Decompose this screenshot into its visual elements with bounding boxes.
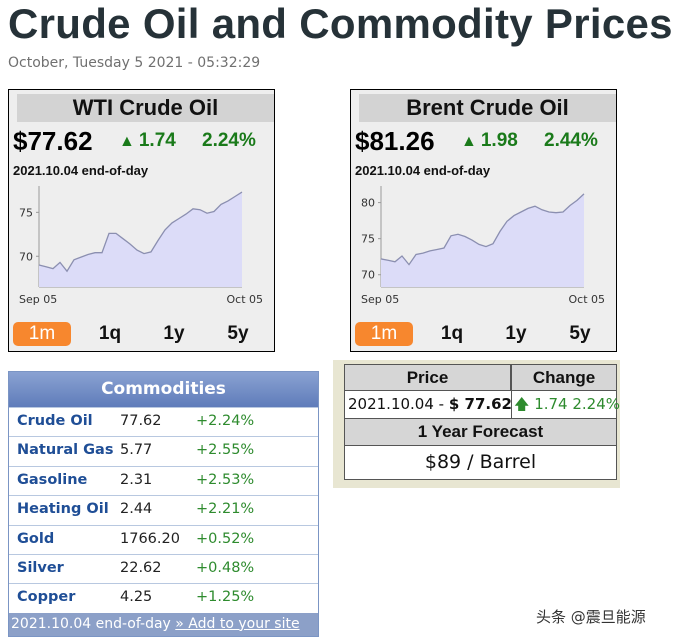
forecast-change-value: 1.74 2.24%	[534, 395, 621, 413]
commodity-value: 5.77	[120, 442, 153, 459]
wti-price-line	[38, 191, 243, 273]
forecast-date: 2021.10.04 -	[348, 395, 449, 413]
table-row: Natural Gas 5.77 +2.55%	[9, 436, 318, 465]
table-row: Heating Oil 2.44 +2.21%	[9, 495, 318, 524]
commodity-change: +2.21%	[196, 501, 255, 518]
wti-change-pct: 2.24%	[202, 130, 256, 151]
forecast-header: 1 Year Forecast	[344, 419, 617, 446]
up-triangle-icon: ▲	[461, 133, 477, 150]
commodity-link-heating-oil[interactable]: Heating Oil	[17, 501, 109, 518]
footer-date: 2021.10.04 end-of-day	[11, 615, 171, 632]
forecast-price-value: $ 77.62	[448, 395, 512, 413]
forecast-price-row: 2021.10.04 - $ 77.62 🡅 1.74 2.24%	[344, 391, 620, 419]
commodity-link-gasoline[interactable]: Gasoline	[17, 471, 88, 488]
up-triangle-icon: ▲	[119, 133, 135, 150]
brent-range-1y[interactable]: 1y	[505, 323, 527, 344]
table-row: Gold 1766.20 +0.52%	[9, 524, 318, 554]
brent-change: ▲ 1.98	[461, 130, 518, 152]
commodity-link-natural-gas[interactable]: Natural Gas	[17, 442, 114, 459]
brent-title: Brent Crude Oil	[359, 94, 616, 122]
commodity-change: +1.25%	[196, 589, 255, 606]
wti-x-end-label: Oct 05	[226, 293, 263, 306]
brent-change-pct: 2.44%	[544, 130, 598, 151]
wti-x-start-label: Sep 05	[19, 293, 57, 306]
wti-widget: WTI Crude Oil $77.62 ▲ 1.74 2.24% 2021.10…	[8, 89, 275, 352]
forecast-price: 2021.10.04 - $ 77.62	[348, 391, 512, 418]
brent-eod: 2021.10.04 end-of-day	[355, 163, 491, 178]
commodity-link-copper[interactable]: Copper	[17, 589, 76, 606]
commodity-change: +0.48%	[196, 559, 255, 576]
add-to-site-link[interactable]: » Add to your site	[175, 615, 300, 632]
wti-y-tick-label: 70	[19, 250, 33, 263]
table-row: Crude Oil 77.62 +2.24%	[9, 407, 318, 436]
forecast-panel: Price Change 2021.10.04 - $ 77.62 🡅 1.74…	[333, 360, 620, 488]
up-arrow-icon: 🡅	[514, 395, 530, 413]
brent-range-selector: 1m 1q 1y 5y	[355, 322, 613, 348]
table-row: Gasoline 2.31 +2.53%	[9, 465, 318, 495]
commodity-change: +2.24%	[196, 413, 255, 429]
commodity-value: 4.25	[120, 589, 153, 606]
brent-price: $81.26	[355, 126, 435, 156]
commodity-value: 2.31	[120, 471, 153, 488]
brent-x-start-label: Sep 05	[361, 293, 399, 306]
price-column-header: Price	[344, 364, 511, 391]
commodity-change: +0.52%	[196, 530, 255, 547]
brent-range-1m[interactable]: 1m	[355, 322, 413, 346]
commodity-link-silver[interactable]: Silver	[17, 559, 64, 576]
wti-change-value: 1.74	[138, 130, 176, 151]
wti-y-tick-label: 75	[19, 206, 33, 219]
wti-eod: 2021.10.04 end-of-day	[13, 163, 149, 178]
commodities-footer: 2021.10.04 end-of-day » Add to your site	[9, 612, 318, 636]
page-datetime: October, Tuesday 5 2021 - 05:32:29	[8, 55, 261, 71]
table-row: Copper 4.25 +1.25%	[9, 583, 318, 612]
commodity-link-gold[interactable]: Gold	[17, 530, 55, 547]
commodity-value: 22.62	[120, 559, 162, 576]
commodity-change: +2.53%	[196, 471, 255, 488]
wti-change: ▲ 1.74	[119, 130, 176, 152]
commodity-value: 77.62	[120, 413, 162, 429]
commodity-value: 2.44	[120, 501, 153, 518]
forecast-value: $89 / Barrel	[344, 446, 617, 480]
brent-y-tick-label: 70	[361, 269, 375, 282]
commodities-table: Commodities Crude Oil 77.62 +2.24% Natur…	[8, 371, 319, 637]
wti-range-1q[interactable]: 1q	[98, 323, 122, 344]
brent-price-chart: 70 75 80 Sep 05 Oct 05	[361, 186, 605, 306]
change-column-header: Change	[511, 364, 617, 391]
wti-range-1m[interactable]: 1m	[13, 322, 71, 346]
brent-change-value: 1.98	[480, 130, 518, 151]
table-row: Silver 22.62 +0.48%	[9, 553, 318, 583]
page-title: Crude Oil and Commodity Prices	[8, 0, 673, 47]
forecast-change: 🡅 1.74 2.24%	[514, 391, 620, 418]
wti-price: $77.62	[13, 126, 93, 156]
wti-price-chart: 70 75 Sep 05 Oct 05	[19, 186, 263, 306]
commodity-link-crude-oil[interactable]: Crude Oil	[17, 413, 93, 429]
wti-range-1y[interactable]: 1y	[163, 323, 185, 344]
brent-widget: Brent Crude Oil $81.26 ▲ 1.98 2.44% 2021.…	[350, 89, 617, 352]
brent-x-end-label: Oct 05	[568, 293, 605, 306]
watermark: 头条 @震旦能源	[536, 608, 646, 626]
commodity-value: 1766.20	[120, 530, 180, 547]
brent-y-tick-label: 75	[361, 233, 375, 246]
cell-divider	[511, 391, 512, 418]
brent-range-5y[interactable]: 5y	[569, 323, 591, 344]
brent-y-tick-label: 80	[361, 197, 375, 210]
wti-title: WTI Crude Oil	[17, 94, 274, 122]
brent-area-fill	[381, 193, 584, 287]
wti-area-fill	[39, 192, 242, 287]
brent-price-line	[380, 193, 585, 266]
commodities-header: Commodities	[9, 372, 318, 407]
wti-range-selector: 1m 1q 1y 5y	[13, 322, 271, 348]
wti-range-5y[interactable]: 5y	[227, 323, 249, 344]
brent-range-1q[interactable]: 1q	[440, 323, 464, 344]
commodity-change: +2.55%	[196, 442, 255, 459]
